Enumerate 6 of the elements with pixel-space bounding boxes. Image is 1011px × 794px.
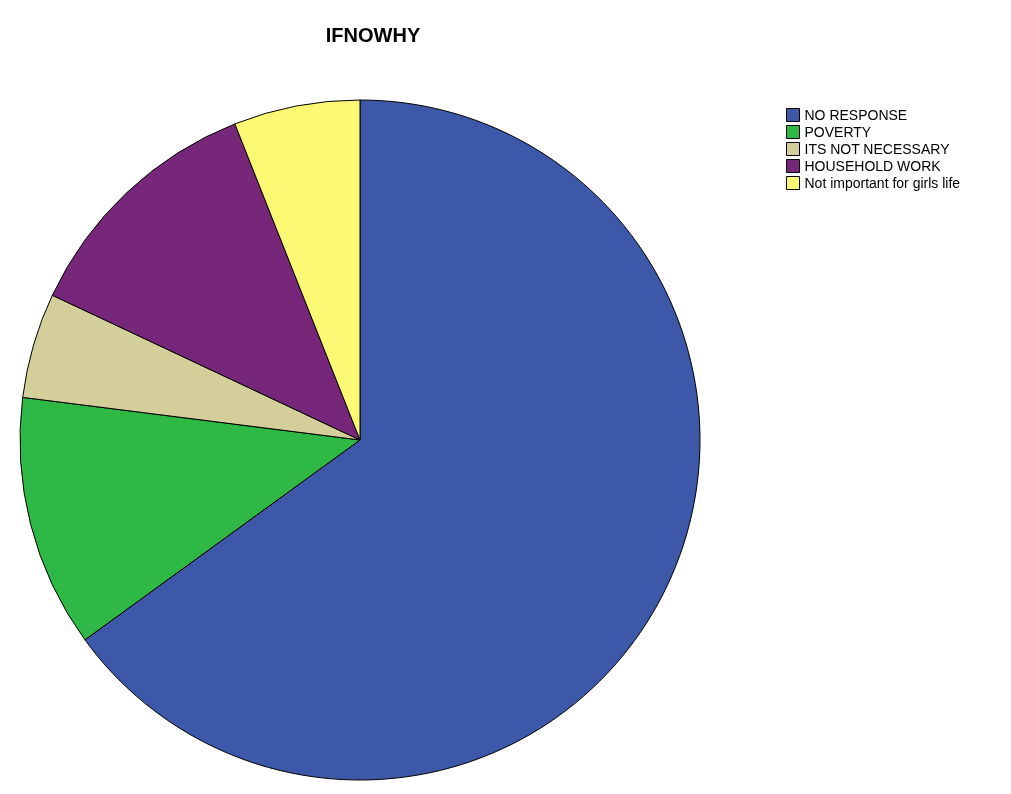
legend-label: Not important for girls life [804,175,961,191]
legend-label: POVERTY [804,124,872,140]
legend-label: NO RESPONSE [804,107,908,123]
chart-title: IFNOWHY [325,24,421,46]
legend-label: ITS NOT NECESSARY [804,141,951,157]
legend-label: HOUSEHOLD WORK [804,158,942,174]
